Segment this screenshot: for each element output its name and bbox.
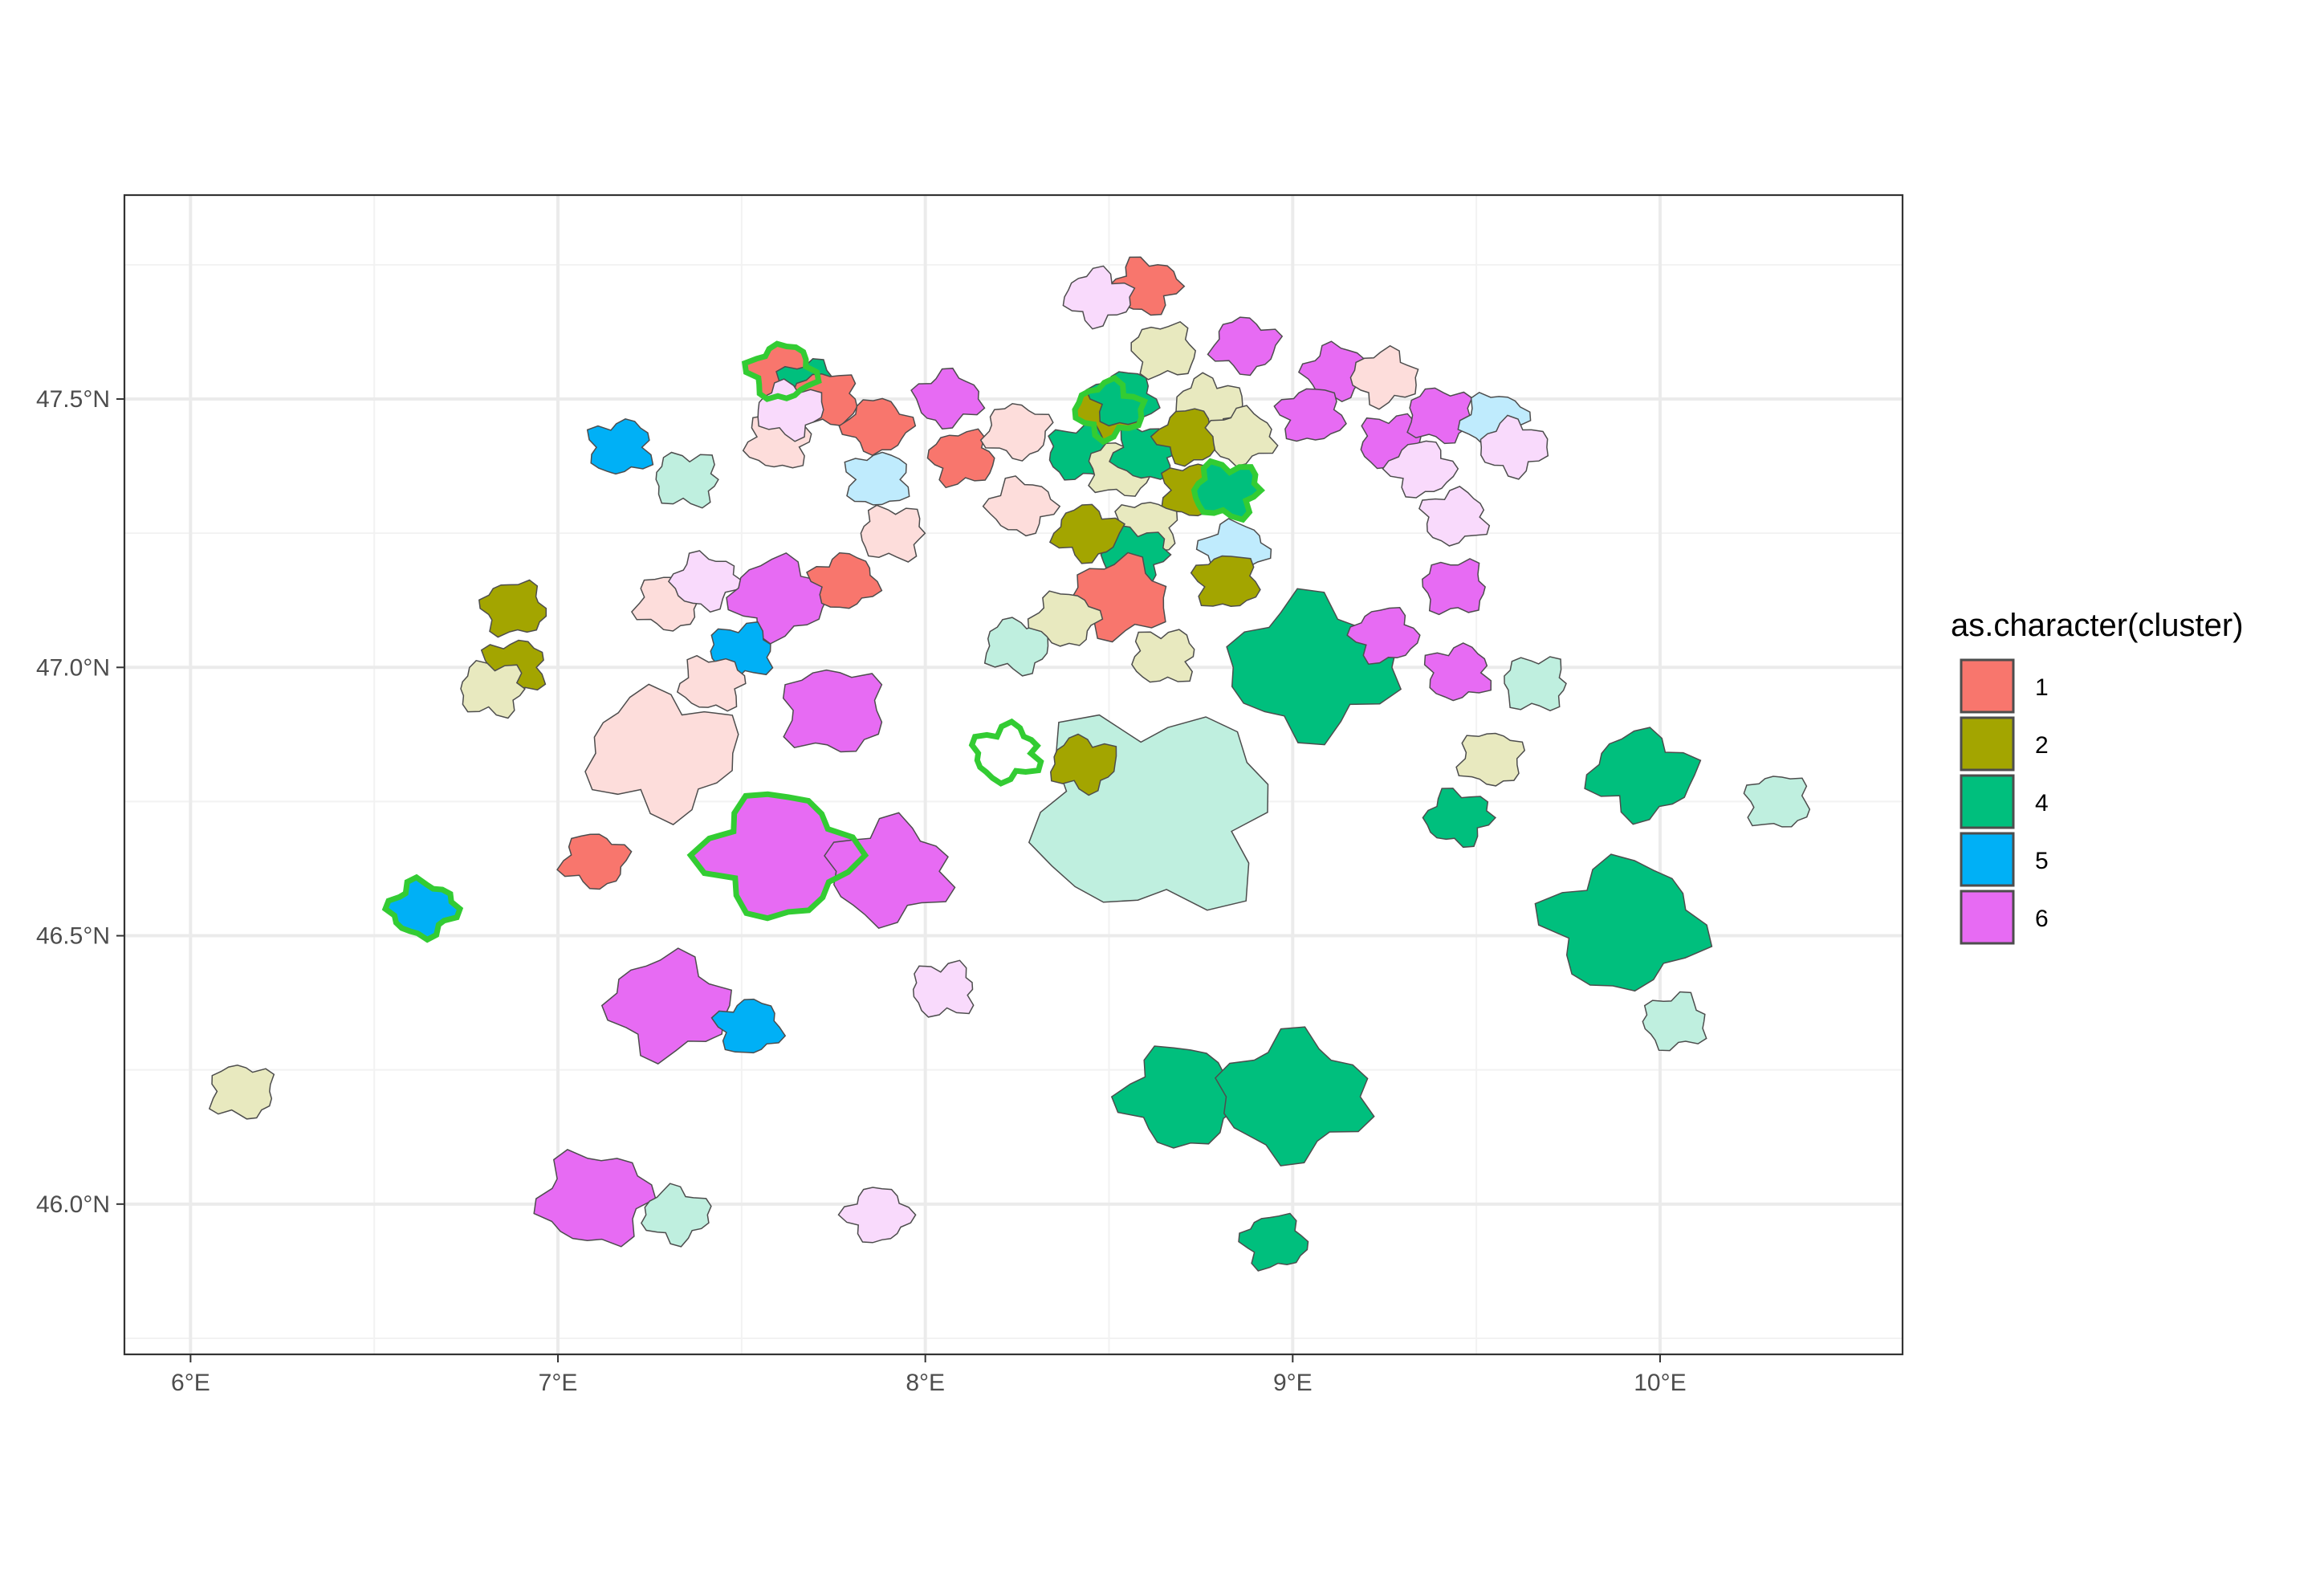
region-cluster-4 — [1422, 788, 1497, 849]
region-cluster-4 — [1743, 776, 1811, 828]
region-cluster-6 — [1062, 265, 1136, 330]
region-cluster-1 — [584, 683, 739, 825]
legend-key-1 — [1960, 658, 2015, 714]
region-layer — [208, 256, 1811, 1272]
highlight-layer — [381, 340, 1265, 943]
legend-key-5 — [1960, 832, 2015, 887]
region-cluster-4 — [1642, 991, 1707, 1052]
x-tick-label: 8°E — [906, 1370, 945, 1396]
legend-key-6 — [1960, 890, 2015, 945]
region-cluster-6 — [1479, 414, 1549, 480]
region-cluster-2 — [1190, 555, 1261, 607]
region-cluster-2 — [460, 659, 526, 719]
region-cluster-1 — [806, 552, 883, 609]
region-cluster-4 — [1584, 727, 1702, 825]
region-cluster-6 — [837, 1187, 917, 1244]
region-cluster-1 — [982, 475, 1061, 537]
region-cluster-4 — [641, 1183, 712, 1248]
y-tick-label: 46.0°N — [36, 1191, 110, 1218]
region-cluster-2 — [1048, 503, 1126, 564]
region-cluster-2 — [478, 579, 547, 638]
region-cluster-2 — [1131, 629, 1195, 683]
region-highlight-outline — [741, 340, 822, 402]
region-cluster-6 — [1406, 387, 1473, 445]
region-cluster-1 — [1349, 344, 1419, 410]
region-cluster-4 — [655, 451, 719, 509]
region-cluster-4 — [1504, 656, 1567, 712]
region-cluster-4 — [1110, 1045, 1255, 1149]
legend-key-2 — [1960, 716, 2015, 772]
region-cluster-4 — [1214, 1026, 1375, 1167]
region-cluster-6 — [1423, 642, 1492, 702]
region-cluster-6 — [912, 959, 975, 1018]
region-cluster-5 — [844, 451, 910, 506]
region-cluster-6 — [533, 1149, 657, 1248]
region-cluster-1 — [979, 403, 1054, 462]
x-tick-label: 10°E — [1634, 1370, 1686, 1396]
region-cluster-6 — [1418, 486, 1491, 547]
axes: 6°E 7°E 8°E 9°E 10°E 47.5°N 47.0°N 46.5°N 46.0°N — [36, 386, 1687, 1396]
x-tick-label: 9°E — [1273, 1370, 1313, 1396]
legend-label: 6 — [2035, 906, 2049, 932]
region-cluster-4 — [1238, 1212, 1309, 1272]
x-tick-label: 6°E — [171, 1370, 210, 1396]
region-cluster-6 — [1346, 607, 1421, 666]
region-cluster-1 — [556, 833, 633, 890]
region-cluster-4 — [1534, 853, 1713, 992]
region-cluster-6 — [726, 552, 832, 645]
region-cluster-6 — [1297, 340, 1377, 403]
region-cluster-2 — [1130, 320, 1197, 381]
region-cluster-2 — [1204, 405, 1279, 467]
region-cluster-6 — [1422, 558, 1486, 616]
y-tick-label: 47.0°N — [36, 654, 110, 681]
region-cluster-5 — [710, 998, 787, 1054]
region-cluster-1 — [838, 397, 917, 457]
region-cluster-6 — [782, 669, 883, 753]
region-cluster-1 — [676, 654, 747, 712]
region-cluster-6 — [1273, 388, 1347, 442]
region-highlight-outline — [1190, 458, 1265, 523]
legend-label: 4 — [2035, 790, 2049, 816]
region-cluster-6 — [600, 947, 733, 1065]
legend-label: 1 — [2035, 674, 2049, 701]
region-cluster-2 — [208, 1065, 275, 1120]
map-panel — [123, 193, 1904, 1356]
legend-key-4 — [1960, 774, 2015, 829]
region-highlight-outline — [1072, 374, 1149, 446]
region-cluster-6 — [1382, 440, 1459, 499]
region-highlight-outline — [686, 791, 869, 922]
region-cluster-2 — [1050, 733, 1117, 796]
y-tick-label: 47.5°N — [36, 386, 110, 413]
region-cluster-2 — [1455, 732, 1526, 787]
y-tick-label: 46.5°N — [36, 923, 110, 950]
region-highlight-outline — [381, 873, 464, 943]
region-cluster-1 — [926, 428, 995, 489]
region-cluster-2 — [1027, 590, 1104, 647]
region-cluster-6 — [667, 550, 744, 613]
region-cluster-6 — [910, 367, 986, 430]
x-tick-label: 7°E — [539, 1370, 578, 1396]
region-cluster-5 — [586, 417, 654, 475]
region-highlight-outline — [968, 718, 1044, 787]
region-cluster-1 — [860, 504, 926, 563]
legend-label: 5 — [2035, 848, 2049, 874]
legend-label: 2 — [2035, 732, 2049, 759]
legend-title: as.character(cluster) — [1951, 608, 2244, 643]
region-cluster-6 — [1207, 316, 1284, 377]
legend: as.character(cluster) 1 2 4 5 6 — [1951, 608, 2244, 945]
